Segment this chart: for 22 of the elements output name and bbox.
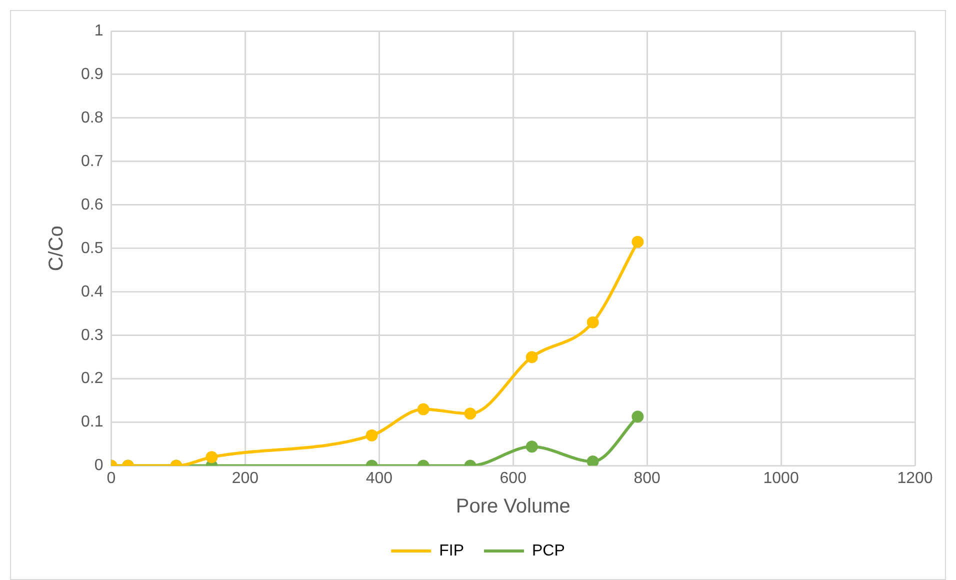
x-tick-label: 600 — [500, 470, 527, 487]
x-tick-label: 1000 — [763, 470, 799, 487]
y-tick-label: 0.5 — [80, 240, 104, 257]
y-tick-label: 0.9 — [80, 66, 104, 83]
y-tick-label: 0.2 — [80, 370, 104, 388]
y-tick-label: 0.3 — [80, 326, 104, 344]
y-axis-title: C/Co — [46, 226, 68, 272]
y-tick-label: 0.6 — [80, 196, 104, 214]
y-tick-label: 0.8 — [80, 109, 104, 126]
legend-label: FIP — [439, 542, 464, 560]
x-tick-label: 800 — [634, 470, 661, 487]
x-tick-label: 400 — [366, 470, 393, 487]
y-tick-label: 0 — [94, 457, 104, 474]
x-tick-label: 0 — [106, 470, 116, 487]
y-tick-label: 0.1 — [80, 414, 104, 431]
y-tick-label: 1 — [94, 22, 104, 40]
y-tick-label: 0.7 — [80, 152, 104, 170]
x-tick-label: 200 — [232, 470, 259, 487]
x-axis-title: Pore Volume — [456, 496, 570, 518]
x-tick-label: 1200 — [897, 470, 933, 487]
y-tick-label: 0.4 — [80, 283, 104, 300]
legend-label: PCP — [532, 542, 565, 560]
